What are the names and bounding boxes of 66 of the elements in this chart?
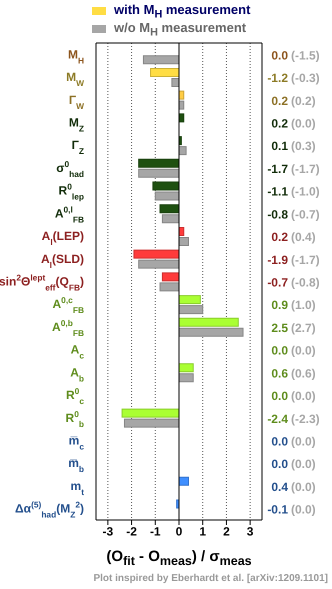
data-label: -0.1 — [267, 502, 288, 517]
data-label: (0.2) — [291, 94, 316, 108]
y-tick-label: A$_{l}$(SLD) — [41, 252, 84, 270]
data-label: 0.1 — [271, 139, 288, 154]
y-tick-label: A$_{l}$(LEP) — [42, 229, 84, 248]
data-label: (0.3) — [291, 139, 316, 154]
data-label: (-0.7) — [291, 207, 320, 222]
y-tick-label: Γ$_{Z}$ — [72, 138, 84, 156]
x-tick-label: -1 — [150, 524, 161, 539]
y-tick-label: Γ$_{W}$ — [68, 92, 84, 111]
data-label: (-1.5) — [291, 48, 320, 62]
data-label: (0.0) — [291, 344, 316, 358]
data-label: (0.0) — [291, 502, 316, 517]
y-tick-label: A$_{c}$ — [70, 342, 84, 361]
y-tick-label: m̅$_{c}$ — [68, 434, 84, 452]
data-label: 0.6 — [271, 366, 288, 380]
data-label: -2.4 — [267, 412, 288, 426]
data-label: 0.2 — [271, 94, 288, 108]
data-label: (0.0) — [291, 116, 316, 130]
data-label: 0.0 — [271, 457, 288, 472]
data-label: -1.1 — [267, 184, 288, 199]
x-tick-label: 3 — [246, 524, 254, 539]
x-tick-label: 1 — [199, 524, 206, 539]
text: Plot inspired by Eberhardt et al. [arXiv:1209.1101] — [93, 573, 328, 584]
data-label: 0.0 — [271, 344, 288, 358]
data-label: (0.0) — [291, 389, 316, 404]
data-label: -0.7 — [267, 276, 288, 290]
data-label: (-0.8) — [291, 276, 320, 290]
data-label: (-1.7) — [291, 252, 320, 267]
x-tick-label: 2 — [223, 524, 230, 539]
data-label: (0.0) — [291, 434, 316, 448]
y-tick-label: A$_{b}$ — [70, 365, 84, 384]
x-tick-label: -2 — [126, 524, 138, 539]
data-label: (0.0) — [291, 457, 316, 472]
x-tick-label: 0 — [176, 524, 183, 539]
y-tick-label: M$_{Z}$ — [68, 116, 84, 134]
y-tick-label: M$_{H}$ — [68, 47, 84, 66]
data-label: (1.0) — [291, 298, 316, 312]
data-label: -1.2 — [267, 71, 288, 86]
data-label: (0.6) — [291, 366, 316, 380]
x-tick-label: -3 — [102, 524, 114, 539]
data-label: 0.2 — [271, 230, 288, 244]
data-label: -1.9 — [267, 252, 288, 267]
data-label: (0.4) — [291, 230, 316, 244]
data-label: (-1.7) — [291, 162, 320, 176]
data-label: 0.4 — [271, 480, 288, 494]
y-tick-label: M$_{W}$ — [66, 70, 84, 88]
legend-label: with M$_{H}$ measurement — [114, 2, 250, 20]
data-label: 0.2 — [271, 116, 288, 130]
data-label: (0.0) — [291, 480, 316, 494]
y-tick-label: m$_{t}$ — [70, 478, 84, 497]
data-label: 2.5 — [271, 320, 288, 335]
data-label: (2.7) — [291, 320, 316, 335]
data-label: (-0.3) — [291, 71, 320, 86]
y-tick-label: Δα$^{(5)}$$_{had}$(M$_{Z}$$^{2}$) — [15, 500, 84, 520]
data-label: 0.0 — [271, 48, 288, 62]
data-label: 0.0 — [271, 389, 288, 404]
data-label: -0.8 — [267, 207, 288, 222]
data-label: (-1.0) — [291, 184, 320, 199]
x-axis-title: (O$_{fit}$ - O$_{meas}$) / σ$_{meas}$ — [105, 548, 253, 568]
legend-label: w/o M$_{H}$ measurement — [114, 20, 246, 38]
data-label: 0.0 — [271, 434, 288, 448]
y-tick-label: m̅$_{b}$ — [68, 456, 84, 474]
data-label: (-2.3) — [291, 412, 320, 426]
data-label: -1.7 — [267, 162, 288, 176]
data-label: 0.9 — [271, 298, 288, 312]
